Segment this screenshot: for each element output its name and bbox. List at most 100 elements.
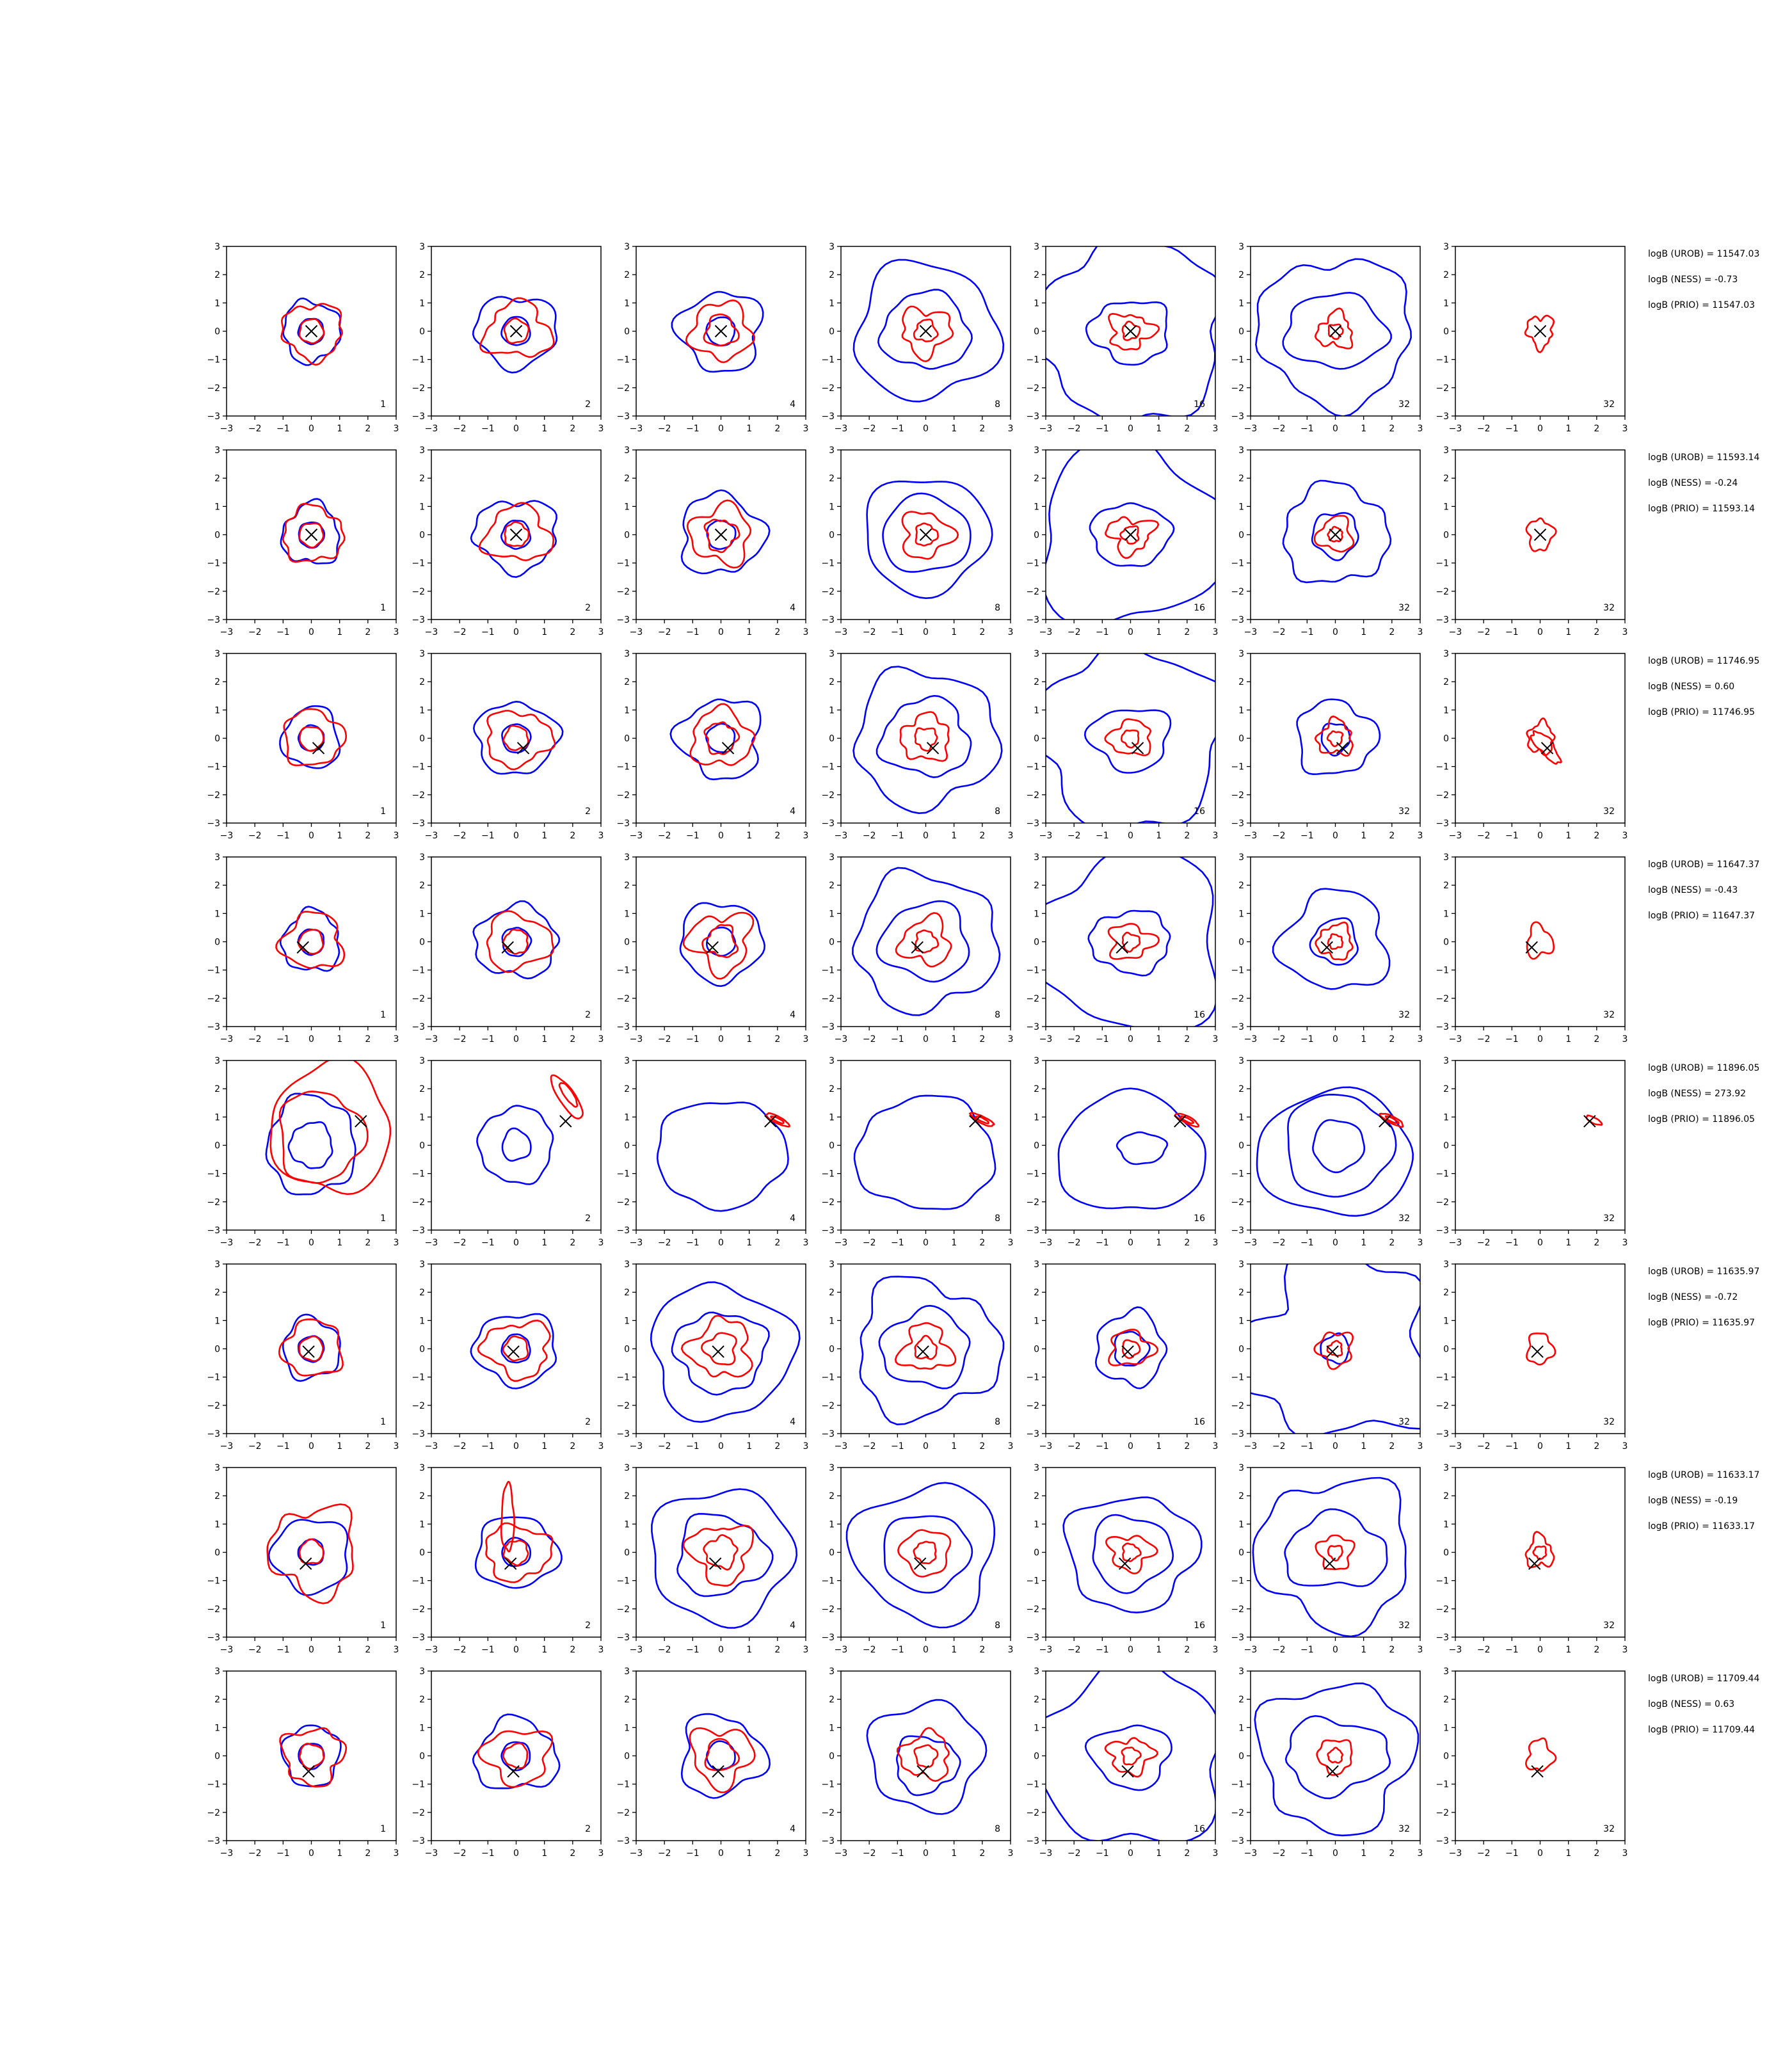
y-tick-label: 3	[419, 852, 425, 863]
y-tick-label: 3	[214, 649, 220, 659]
x-tick-label: −1	[1300, 1034, 1314, 1044]
y-tick-label: 0	[1034, 938, 1039, 948]
panel-label: 4	[790, 399, 796, 410]
panel: −3 3 −2 2 −1 1 0 0 1 −1 2 −2 3 −3 32	[1231, 1463, 1423, 1655]
y-tick-label: −3	[821, 1022, 835, 1032]
y-tick-label: −1	[1026, 1780, 1039, 1790]
panel-label: 32	[1398, 1824, 1410, 1834]
y-tick-label: −1	[1436, 1169, 1449, 1180]
panel-label: 8	[995, 1620, 1000, 1631]
red-contour	[1121, 1339, 1141, 1359]
x-tick-label: 1	[541, 1645, 547, 1655]
x-tick-label: −1	[276, 1645, 290, 1655]
y-tick-label: −1	[1026, 559, 1039, 569]
y-tick-label: 2	[624, 1491, 630, 1501]
red-contour	[269, 1060, 392, 1196]
red-contour	[477, 1730, 554, 1788]
x-tick-label: −2	[453, 627, 467, 637]
axes-frame	[636, 1060, 806, 1231]
y-tick-label: −1	[616, 1780, 630, 1790]
y-tick-label: −2	[207, 587, 220, 597]
y-tick-label: 1	[624, 1112, 630, 1123]
y-tick-label: 0	[624, 327, 630, 337]
x-tick-label: 3	[1213, 627, 1219, 637]
panel-label: 8	[995, 399, 1000, 410]
y-tick-label: 1	[624, 705, 630, 716]
y-tick-label: −2	[1436, 383, 1449, 394]
y-tick-label: 1	[624, 502, 630, 512]
y-tick-label: 0	[1238, 1752, 1244, 1762]
x-tick-label: 2	[774, 627, 780, 637]
x-tick-label: −2	[1477, 1848, 1491, 1859]
panel-label: 16	[1194, 1824, 1205, 1834]
blue-contour	[1084, 1724, 1172, 1791]
x-tick-label: −2	[248, 1441, 262, 1452]
x-tick-label: 0	[1128, 627, 1133, 637]
x-tick-label: −3	[425, 1441, 438, 1452]
y-tick-label: −1	[616, 1169, 630, 1180]
blue-contour	[472, 1713, 561, 1789]
y-tick-label: −2	[1026, 587, 1039, 597]
y-tick-label: 1	[214, 1519, 220, 1530]
x-tick-label: 3	[1622, 1034, 1628, 1044]
y-tick-label: 3	[419, 1463, 425, 1473]
contour-layer	[1272, 888, 1391, 990]
x-tick-label: −3	[1449, 1034, 1462, 1044]
x-tick-label: 3	[803, 424, 809, 434]
blue-contour	[470, 500, 557, 579]
blue-contour	[1116, 1131, 1169, 1165]
true-value-marker	[969, 1115, 982, 1128]
x-tick-label: 2	[365, 1034, 371, 1044]
x-tick-label: −1	[1300, 1645, 1314, 1655]
x-tick-label: 2	[1184, 1238, 1190, 1248]
y-tick-label: −1	[616, 966, 630, 976]
y-tick-label: 3	[829, 1260, 835, 1270]
y-tick-label: 2	[419, 1084, 425, 1094]
y-tick-label: 3	[214, 1463, 220, 1473]
true-value-marker	[1174, 1115, 1187, 1128]
blue-contour	[1251, 1264, 1420, 1434]
contour-layer	[1254, 1682, 1420, 1837]
true-value-marker	[913, 1557, 927, 1570]
contour-layer	[1526, 1332, 1556, 1366]
y-tick-label: 2	[1034, 677, 1039, 687]
true-value-marker	[1124, 528, 1137, 541]
x-tick-label: −2	[863, 1238, 876, 1248]
x-tick-label: 2	[1184, 1848, 1190, 1859]
x-tick-label: 3	[1008, 831, 1014, 841]
y-tick-label: −1	[1231, 966, 1244, 976]
y-tick-label: 2	[624, 677, 630, 687]
red-contour	[1119, 525, 1140, 545]
axes-frame	[1045, 653, 1216, 824]
blue-contour	[472, 900, 561, 980]
axes-frame	[226, 653, 397, 824]
x-tick-label: −2	[1477, 1238, 1491, 1248]
y-tick-label: −3	[412, 412, 425, 422]
x-tick-label: −2	[453, 1441, 467, 1452]
x-tick-label: −3	[835, 831, 848, 841]
x-tick-label: −2	[863, 627, 876, 637]
x-tick-label: 2	[365, 424, 371, 434]
y-tick-label: −2	[1436, 1197, 1449, 1208]
x-tick-label: 0	[308, 1645, 314, 1655]
blue-contour	[1255, 258, 1412, 416]
true-value-marker	[507, 1765, 520, 1778]
x-tick-label: 1	[1156, 831, 1162, 841]
panel: −3 3 −2 2 −1 1 0 0 1 −1 2 −2 3 −3 32	[1436, 1260, 1628, 1452]
panel: −3 3 −2 2 −1 1 0 0 1 −1 2 −2 3 −3 4	[616, 1667, 808, 1859]
y-tick-label: 3	[829, 445, 835, 456]
y-tick-label: −3	[821, 1633, 835, 1643]
y-tick-label: −2	[412, 383, 425, 394]
y-tick-label: 2	[1238, 1288, 1244, 1298]
red-contour	[914, 1334, 938, 1360]
x-tick-label: 3	[1008, 1034, 1014, 1044]
y-tick-label: −2	[412, 1197, 425, 1208]
y-tick-label: −3	[207, 1836, 220, 1846]
x-tick-label: 1	[337, 831, 342, 841]
contour-layer	[1251, 1264, 1420, 1434]
y-tick-label: 1	[829, 298, 835, 308]
panel: −3 3 −2 2 −1 1 0 0 1 −1 2 −2 3 −3 16	[1026, 649, 1218, 841]
x-tick-label: −3	[630, 1034, 643, 1044]
x-tick-label: −2	[1477, 424, 1491, 434]
y-tick-label: −2	[412, 790, 425, 801]
